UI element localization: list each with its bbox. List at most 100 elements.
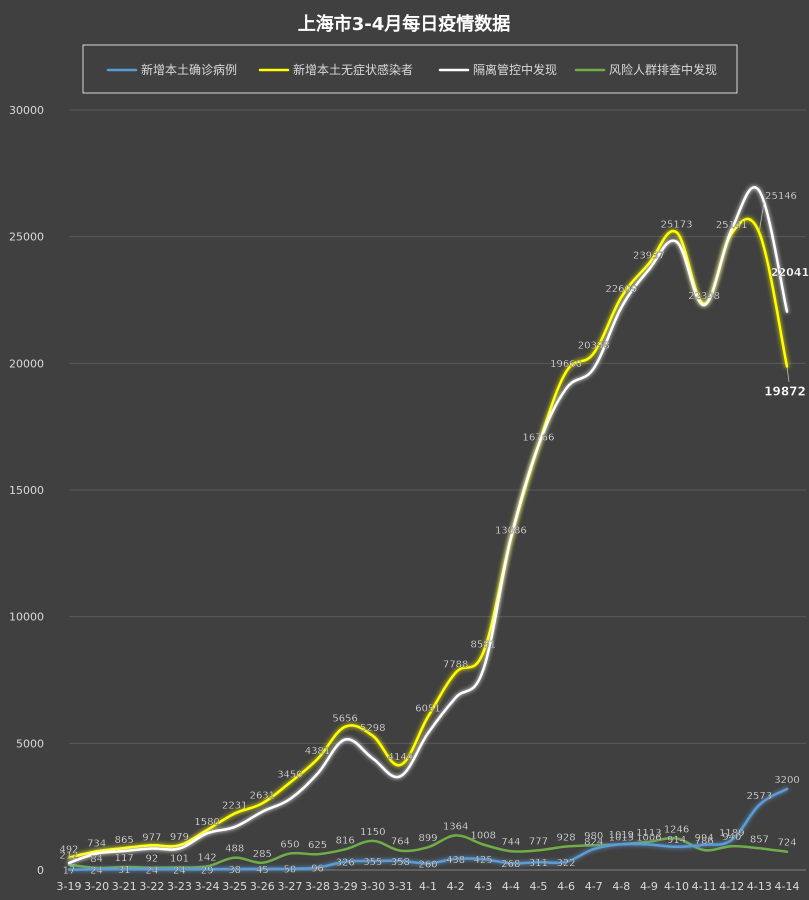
data-label: 1580 xyxy=(194,817,219,828)
x-tick-label: 3-29 xyxy=(333,880,358,893)
x-tick-label: 4-4 xyxy=(502,880,520,893)
asymptomatic-line xyxy=(69,219,787,858)
data-label: 96 xyxy=(311,864,324,875)
y-tick-label: 30000 xyxy=(9,104,44,117)
data-label: 816 xyxy=(336,835,355,846)
data-label: 22041 xyxy=(771,266,809,279)
data-label: 625 xyxy=(308,840,327,851)
x-tick-label: 4-1 xyxy=(419,880,437,893)
data-label: 1008 xyxy=(471,830,496,841)
data-label: 101 xyxy=(170,853,189,864)
data-label: 19872 xyxy=(764,385,806,399)
data-label: 285 xyxy=(253,849,272,860)
data-label: 5298 xyxy=(360,723,385,734)
data-label: 1113 xyxy=(636,828,661,839)
data-label: 355 xyxy=(363,857,382,868)
data-label: 650 xyxy=(280,840,299,851)
data-label: 268 xyxy=(501,859,520,870)
data-label: 734 xyxy=(87,838,106,849)
x-tick-label: 3-31 xyxy=(388,880,413,893)
chart-title: 上海市3-4月每日疫情数据 xyxy=(298,13,511,35)
data-label: 2573 xyxy=(747,791,772,802)
data-label: 45 xyxy=(256,865,269,876)
data-label: 1150 xyxy=(360,827,385,838)
x-tick-label: 4-9 xyxy=(640,880,658,893)
x-tick-label: 3-21 xyxy=(112,880,137,893)
data-label: 24 xyxy=(145,865,158,876)
data-label: 20398 xyxy=(578,340,610,351)
x-tick-label: 4-2 xyxy=(447,880,465,893)
data-label: 326 xyxy=(336,858,355,869)
data-label: 212 xyxy=(59,851,78,862)
series-lines xyxy=(69,187,787,869)
data-label: 979 xyxy=(170,832,189,843)
data-label: 29 xyxy=(201,865,214,876)
x-tick-label: 4-10 xyxy=(664,880,689,893)
x-tick-label: 4-12 xyxy=(719,880,744,893)
data-label: 25173 xyxy=(661,219,693,230)
data-label: 8581 xyxy=(471,640,496,651)
y-tick-label: 10000 xyxy=(9,611,44,624)
data-label: 6051 xyxy=(415,704,440,715)
data-label: 724 xyxy=(777,838,796,849)
x-tick-label: 4-8 xyxy=(612,880,630,893)
data-label: 31 xyxy=(118,865,131,876)
x-tick-label: 3-30 xyxy=(360,880,385,893)
x-tick-label: 4-5 xyxy=(529,880,547,893)
data-label: 19660 xyxy=(550,359,582,370)
data-label: 142 xyxy=(198,852,217,863)
legend-label: 隔离管控中发现 xyxy=(473,62,557,77)
data-label: 865 xyxy=(115,835,134,846)
data-label: 764 xyxy=(391,837,410,848)
x-tick-label: 3-28 xyxy=(305,880,330,893)
data-label: 13086 xyxy=(495,525,527,536)
data-label: 25146 xyxy=(765,191,797,202)
data-label: 977 xyxy=(142,832,161,843)
legend-label: 新增本土无症状感染者 xyxy=(293,62,413,77)
data-label: 857 xyxy=(750,834,769,845)
x-tick-label: 4-3 xyxy=(474,880,492,893)
data-label: 1246 xyxy=(664,824,689,835)
leader-line xyxy=(787,367,789,382)
data-label: 914 xyxy=(667,835,686,846)
x-tick-label: 3-26 xyxy=(250,880,275,893)
data-label: 23937 xyxy=(633,251,665,262)
data-label: 899 xyxy=(418,833,437,844)
x-tick-label: 3-27 xyxy=(277,880,302,893)
x-tick-label: 3-25 xyxy=(222,880,247,893)
legend-label: 新增本土确诊病例 xyxy=(141,62,237,77)
data-label: 425 xyxy=(474,855,493,866)
data-label: 3200 xyxy=(774,775,799,786)
data-label: 322 xyxy=(557,858,576,869)
data-label: 358 xyxy=(391,857,410,868)
data-label: 7788 xyxy=(443,660,468,671)
gridlines xyxy=(69,110,806,743)
data-label: 25141 xyxy=(716,220,748,231)
data-label: 22348 xyxy=(688,291,720,302)
y-tick-label: 20000 xyxy=(9,357,44,370)
data-label: 1019 xyxy=(609,830,634,841)
x-tick-label: 4-6 xyxy=(557,880,575,893)
isolation-line xyxy=(69,187,787,863)
data-label: 4381 xyxy=(305,746,330,757)
data-label: 2231 xyxy=(222,800,247,811)
data-label: 2631 xyxy=(250,790,275,801)
data-label: 488 xyxy=(225,844,244,855)
data-label: 22609 xyxy=(605,284,637,295)
data-label: 940 xyxy=(722,832,741,843)
data-label: 260 xyxy=(418,859,437,870)
data-label: 4144 xyxy=(388,752,413,763)
data-label: 50 xyxy=(284,865,297,876)
data-label: 3450 xyxy=(277,770,302,781)
data-label: 5656 xyxy=(332,714,357,725)
data-label: 744 xyxy=(501,837,520,848)
x-tick-label: 4-11 xyxy=(692,880,717,893)
x-tick-label: 3-19 xyxy=(57,880,82,893)
x-tick-label: 4-7 xyxy=(585,880,603,893)
data-label: 38 xyxy=(228,865,241,876)
legend-label: 风险人群排查中发现 xyxy=(609,62,717,77)
data-label: 438 xyxy=(446,855,465,866)
